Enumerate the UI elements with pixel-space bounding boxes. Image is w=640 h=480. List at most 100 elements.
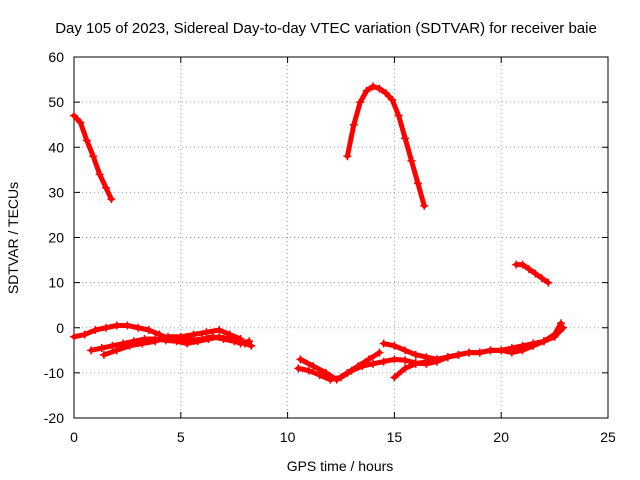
data-point: [112, 346, 121, 355]
x-tick-label: 20: [493, 429, 509, 445]
series-track-h: [379, 339, 463, 364]
data-point: [369, 359, 378, 368]
data-point: [401, 364, 410, 373]
data-point: [204, 335, 213, 344]
series-band: [295, 320, 564, 383]
data-point: [486, 346, 495, 355]
data-point: [379, 357, 388, 366]
data-point: [91, 326, 100, 335]
data-point: [304, 366, 313, 375]
data-point: [369, 82, 378, 91]
data-point: [539, 337, 548, 346]
data-point: [107, 195, 116, 204]
data-point: [296, 355, 305, 364]
data-point: [420, 201, 429, 210]
data-point: [99, 350, 108, 359]
series-track-a: [70, 111, 116, 204]
data-point: [475, 348, 484, 357]
data-point: [151, 337, 160, 346]
data-point: [443, 353, 452, 362]
data-point: [407, 156, 416, 165]
data-point: [390, 341, 399, 350]
x-axis-label: GPS time / hours: [287, 458, 394, 474]
data-point: [112, 321, 121, 330]
data-point: [225, 330, 234, 339]
data-point: [102, 323, 111, 332]
data-point: [497, 346, 506, 355]
data-point: [70, 332, 78, 341]
data-point: [236, 335, 245, 344]
data-point: [531, 269, 540, 278]
series-track-c: [87, 332, 254, 355]
series-band: [88, 334, 252, 353]
y-tick-label: 10: [48, 275, 64, 291]
data-point: [76, 118, 85, 127]
x-tick-label: 25: [600, 429, 616, 445]
data-point: [559, 323, 568, 332]
data-point: [401, 346, 410, 355]
data-point: [422, 353, 431, 362]
data-point: [183, 339, 192, 348]
y-tick-label: -10: [44, 365, 64, 381]
data-point: [465, 348, 474, 357]
data-point: [524, 265, 533, 274]
data-point: [354, 362, 363, 371]
y-tick-label: 30: [48, 184, 64, 200]
series-track-e: [294, 319, 566, 384]
data-point: [507, 344, 516, 353]
data-point: [95, 170, 104, 179]
axis-ticks: 0 5 10 15 20 25 -20 -10 0 10 20 30 40 50 60: [44, 49, 616, 445]
data-point: [309, 362, 318, 371]
data-point: [544, 278, 553, 287]
y-tick-label: 40: [48, 139, 64, 155]
data-point: [343, 152, 352, 161]
y-tick-label: -20: [44, 410, 64, 426]
data-point: [247, 341, 256, 350]
data-point: [215, 332, 224, 341]
data-point: [80, 330, 89, 339]
data-point: [125, 341, 134, 350]
data-point: [176, 332, 185, 341]
chart-title: Day 105 of 2023, Sidereal Day-to-day VTE…: [55, 20, 597, 37]
data-point: [89, 152, 98, 161]
data-point: [193, 337, 202, 346]
data-point: [332, 375, 341, 384]
data-point: [343, 368, 352, 377]
data-point: [557, 319, 566, 328]
y-tick-label: 0: [56, 320, 64, 336]
data-point: [189, 330, 198, 339]
data-point: [144, 326, 153, 335]
data-point: [401, 356, 410, 365]
data-point: [82, 136, 91, 145]
data-point: [413, 179, 422, 188]
data-point: [518, 260, 527, 269]
data-point: [518, 341, 527, 350]
series-track-g: [390, 323, 568, 382]
data-point: [375, 348, 384, 357]
x-tick-label: 0: [70, 429, 78, 445]
data-point: [390, 373, 399, 382]
series-band: [101, 327, 244, 358]
data-point: [433, 355, 442, 364]
x-tick-label: 15: [387, 429, 403, 445]
data-point: [97, 344, 106, 353]
series-track-f: [296, 348, 384, 384]
series-track-i: [343, 82, 429, 210]
data-point: [381, 89, 390, 98]
data-point: [87, 346, 96, 355]
y-axis-label: SDTVAR / TECUs: [5, 182, 21, 294]
data-point: [454, 350, 463, 359]
data-point: [123, 321, 132, 330]
y-tick-label: 50: [48, 94, 64, 110]
data-point: [364, 355, 373, 364]
data-point: [138, 339, 147, 348]
data-point: [411, 359, 420, 368]
data-point: [163, 332, 172, 341]
data-point: [70, 111, 78, 120]
series-band: [344, 83, 427, 209]
grid: [74, 57, 608, 418]
data-point: [550, 332, 559, 341]
data-point: [388, 95, 397, 104]
data-point: [362, 86, 371, 95]
data-point: [401, 134, 410, 143]
